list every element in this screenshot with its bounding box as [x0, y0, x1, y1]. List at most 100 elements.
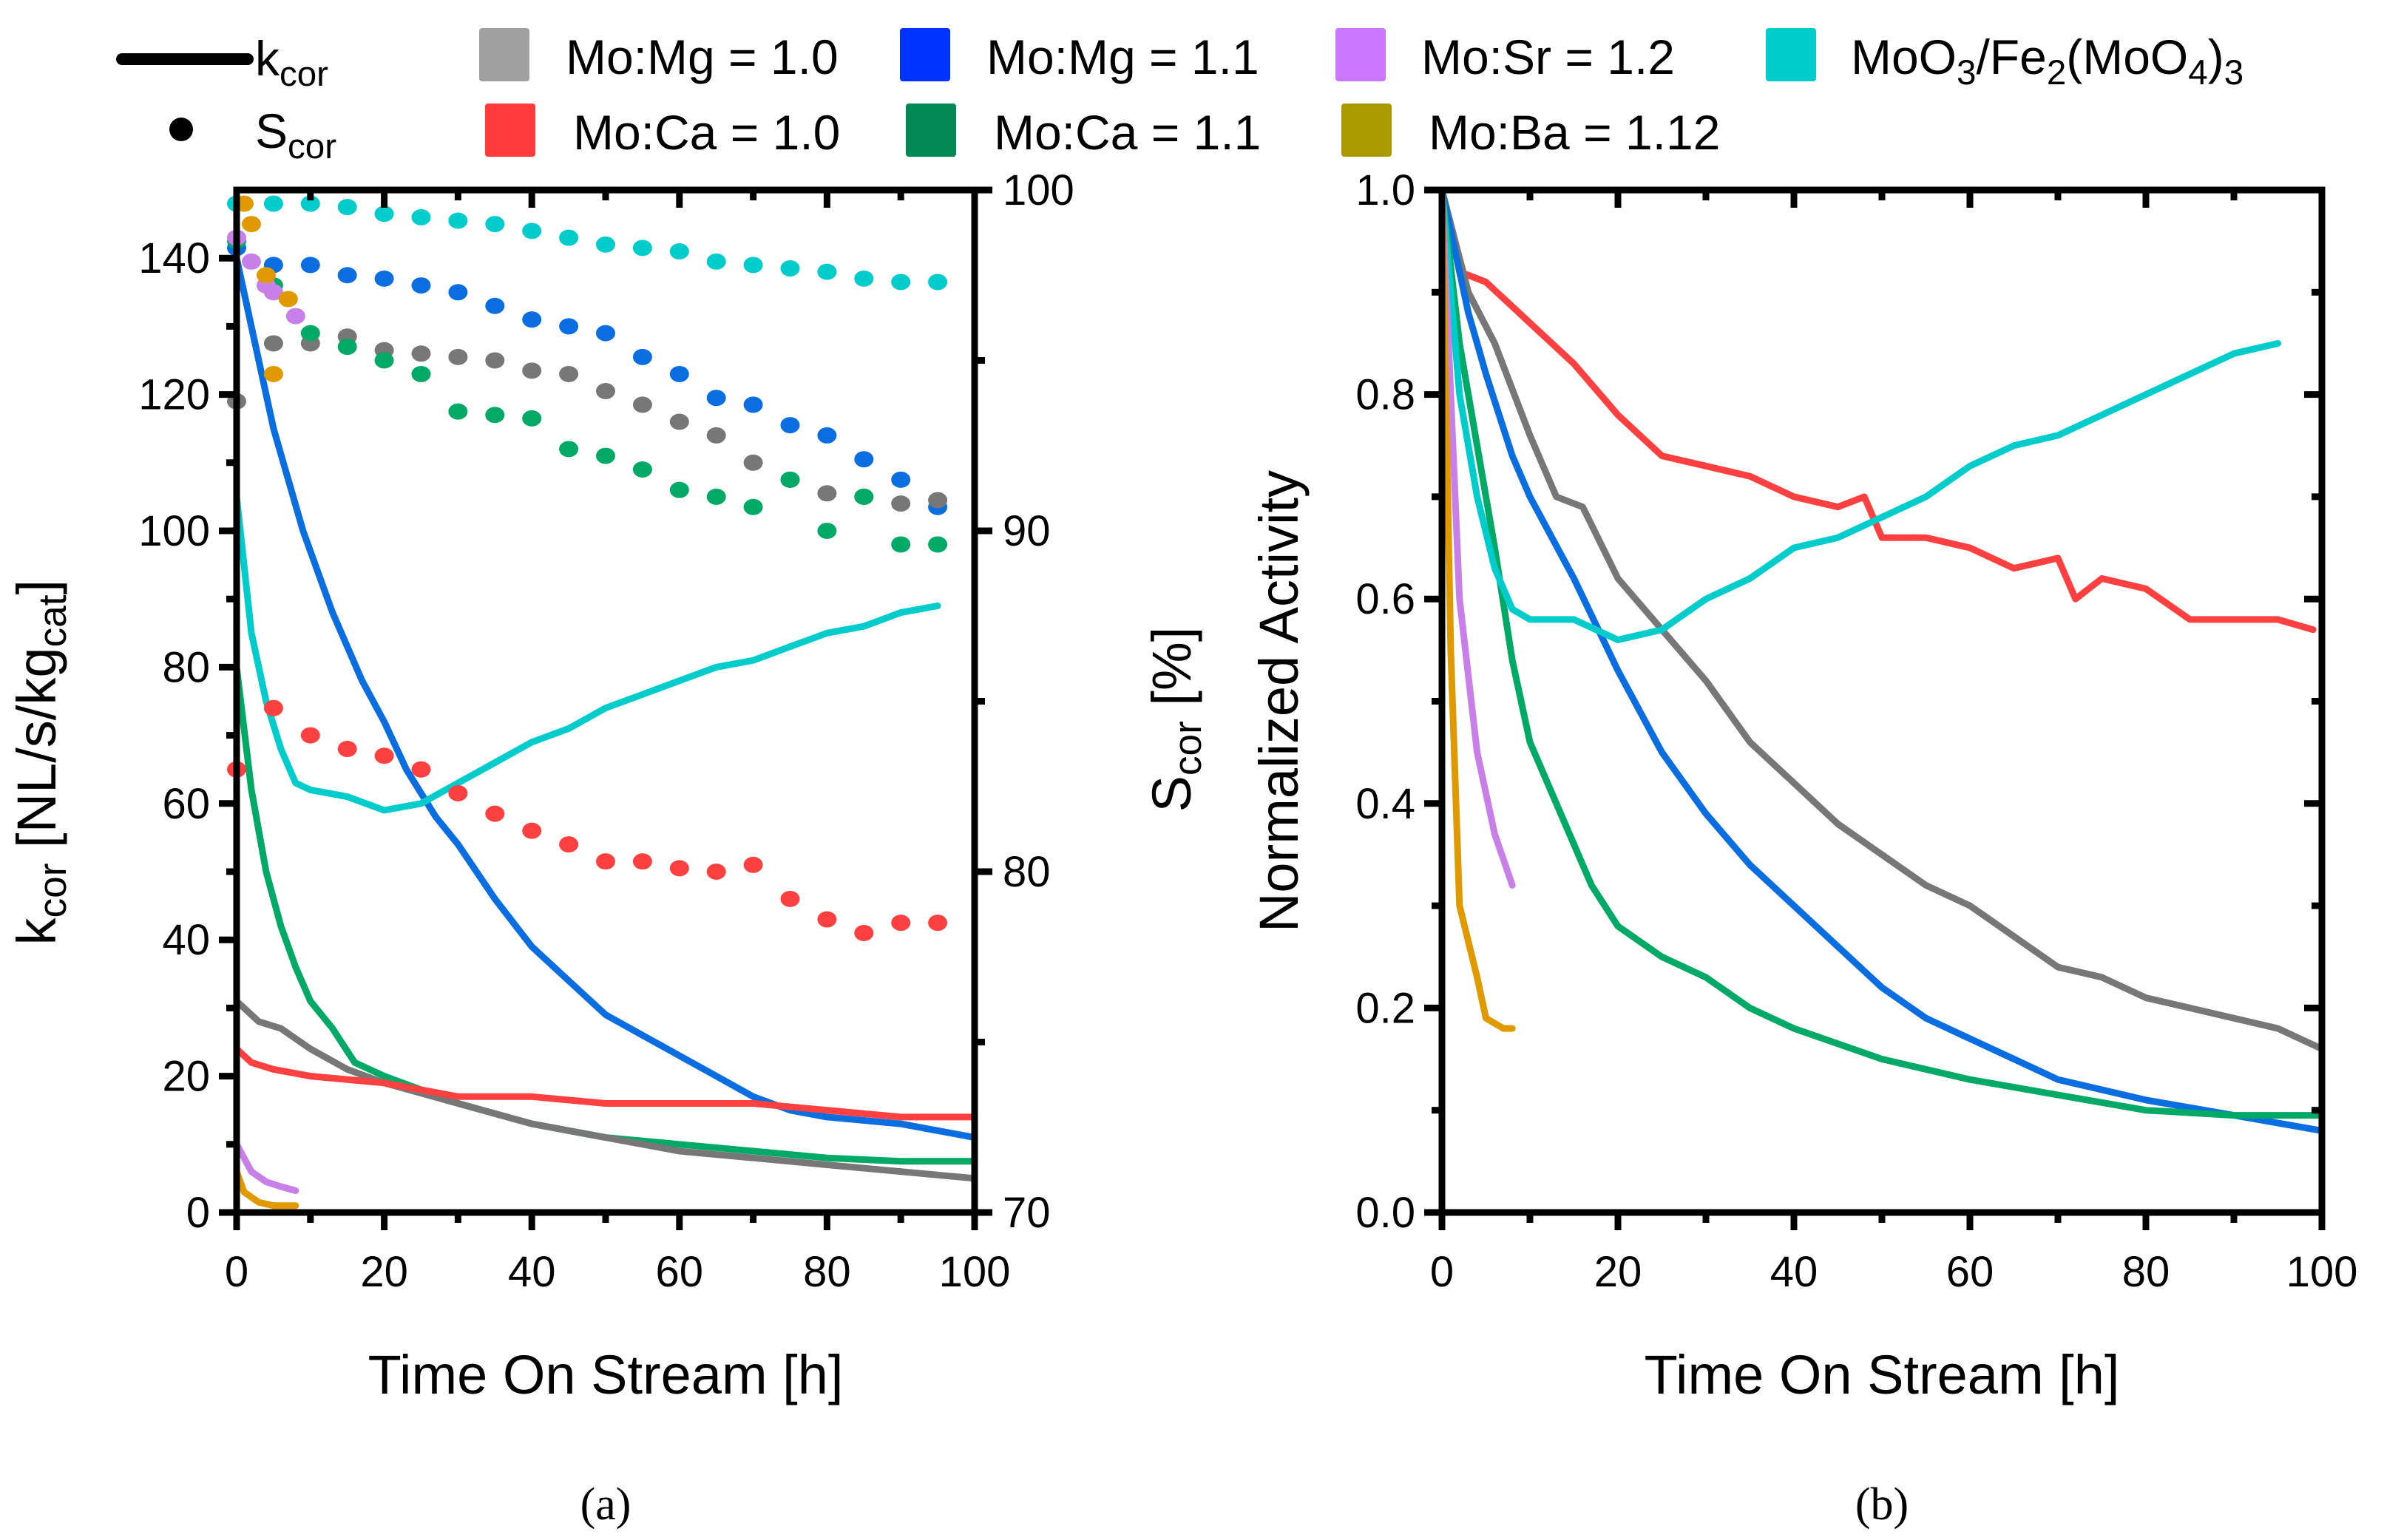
- data-point-mg11: [706, 390, 726, 407]
- data-point-ca11: [669, 481, 689, 498]
- data-point-ca10: [669, 860, 689, 877]
- data-point-ca10: [596, 853, 615, 870]
- data-point-mg10: [743, 454, 763, 471]
- text-part: ): [2208, 30, 2224, 84]
- data-point-fe: [411, 208, 431, 225]
- data-point-mg10: [485, 352, 505, 369]
- legend-label-ca11: Mo:Ca = 1.1: [994, 105, 1261, 160]
- x-tick-label: 60: [1946, 1248, 1994, 1296]
- series-line-sr12: [233, 1141, 299, 1194]
- series-line-ba112: [1438, 186, 1516, 1032]
- data-point-sr12: [263, 284, 283, 301]
- series-line-ca11: [1438, 186, 2326, 1119]
- data-point-fe: [632, 240, 652, 257]
- data-point-ca10: [743, 856, 763, 873]
- data-point-fe: [669, 242, 689, 260]
- data-point-ca10: [448, 784, 468, 801]
- subscript: cor: [288, 127, 336, 166]
- series-line-fe: [233, 493, 941, 814]
- x-tick-label: 40: [1770, 1248, 1818, 1296]
- data-point-mg10: [596, 382, 615, 399]
- y-tick-label: 20: [162, 1053, 210, 1101]
- subscript: 2: [2047, 53, 2066, 92]
- data-point-mg11: [817, 427, 837, 444]
- legend-swatch-ba112: [1341, 104, 1392, 157]
- data-point-ca10: [559, 836, 579, 853]
- data-point-mg11: [669, 365, 689, 382]
- text-part: ]: [6, 580, 67, 595]
- text-part: /Fe: [1976, 30, 2046, 84]
- data-point-ca11: [559, 441, 579, 458]
- y-tick-label: 0.2: [1355, 984, 1415, 1032]
- text-part: (MoO: [2066, 30, 2188, 84]
- legend-label-fe: MoO3/Fe2(MoO4)3: [1851, 30, 2244, 92]
- data-point-fe: [263, 195, 283, 212]
- x-tick-label: 80: [803, 1248, 851, 1296]
- series-line-fe: [1438, 186, 2281, 643]
- data-point-ca10: [780, 890, 800, 907]
- series-line-mg10: [233, 997, 978, 1182]
- legend-dot-marker: [169, 118, 193, 141]
- panel-a: 0 20 40 60 80 100 0 20 40 60 80 100 120 140 70 80 90 100 k…: [6, 166, 1210, 1530]
- data-point-ca10: [632, 853, 652, 870]
- data-point-ca10: [337, 741, 357, 758]
- data-point-ca11: [411, 365, 431, 382]
- text-part: [NL/s/kg: [6, 648, 67, 864]
- data-point-fe: [485, 216, 505, 233]
- x-axis-title: Time On Stream [h]: [1645, 1344, 2120, 1405]
- y2-tick-label: 70: [1003, 1189, 1051, 1237]
- data-point-fe: [559, 229, 579, 246]
- x-tick-label: 100: [2286, 1248, 2358, 1296]
- data-point-ca11: [374, 352, 394, 369]
- data-point-fe: [706, 253, 726, 270]
- data-point-ca10: [928, 915, 948, 932]
- data-point-mg10: [522, 362, 542, 379]
- data-point-mg10: [669, 413, 689, 430]
- data-point-ba112: [241, 216, 261, 233]
- series-line-mg11: [1438, 186, 2326, 1134]
- text-part: S: [1141, 776, 1202, 812]
- y-tick-label: 40: [162, 916, 210, 964]
- data-point-fe: [448, 212, 468, 229]
- data-point-mg11: [854, 451, 874, 468]
- data-point-sr12: [285, 308, 305, 325]
- data-point-mg10: [632, 396, 652, 413]
- text-part: k: [6, 917, 67, 946]
- data-point-mg10: [706, 427, 726, 444]
- data-point-fe: [522, 223, 542, 240]
- legend-label-mg11: Mo:Mg = 1.1: [986, 30, 1259, 84]
- y2-tick-label: 80: [1003, 848, 1051, 896]
- data-point-mg11: [485, 297, 505, 314]
- x-axis-title: Time On Stream [h]: [368, 1344, 844, 1405]
- data-point-mg11: [411, 277, 431, 294]
- data-point-mg11: [780, 417, 800, 434]
- y-axis-title: Normalized Activity: [1248, 470, 1310, 932]
- x-tick-label: 40: [508, 1248, 556, 1296]
- data-point-ca11: [928, 536, 948, 553]
- data-point-ca10: [263, 699, 283, 716]
- data-point-fe: [854, 270, 874, 287]
- series-line-ca11: [233, 663, 978, 1165]
- data-point-ca11: [891, 536, 911, 553]
- legend-label-mg10: Mo:Mg = 1.0: [566, 30, 839, 84]
- data-point-fe: [928, 274, 948, 291]
- series-line-ca10: [1438, 186, 2317, 634]
- data-point-ca11: [522, 410, 542, 427]
- data-point-ba112: [263, 365, 283, 382]
- panel-b: 0 20 40 60 80 100 0.0 0.2 0.4 0.6 0.8 1.0 Normalized…: [1248, 166, 2357, 1530]
- data-point-ca11: [706, 488, 726, 505]
- data-point-mg11: [559, 318, 579, 335]
- y2-tick-label: 100: [1003, 166, 1074, 214]
- y2-tick-label: 90: [1003, 507, 1051, 555]
- data-point-mg10: [411, 345, 431, 362]
- data-point-mg10: [817, 485, 837, 502]
- data-point-fe: [891, 274, 911, 291]
- data-point-fe: [743, 257, 763, 274]
- data-point-mg11: [891, 471, 911, 488]
- data-point-mg11: [374, 270, 394, 287]
- x-tick-label: 80: [2122, 1248, 2170, 1296]
- legend-swatch-fe: [1766, 28, 1816, 81]
- data-point-ca10: [706, 864, 726, 880]
